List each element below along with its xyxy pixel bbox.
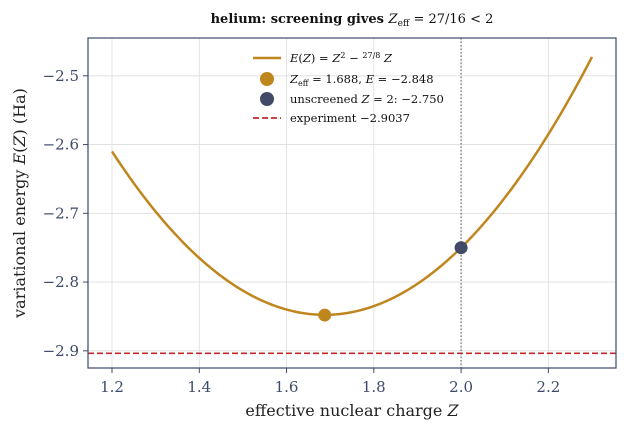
plot-frame [87,37,617,369]
legend-curve-label: E(Z) = Z2 − 27/8 Z [289,51,393,65]
x-tick-label: 2.0 [449,378,473,396]
y-tick-label: −2.7 [43,204,79,222]
grid [88,38,616,368]
unscreened-point [454,241,468,255]
y-tick-label: −2.8 [43,273,79,291]
legend-unscreened-label: unscreened Z = 2: −2.750 [290,92,444,106]
points-layer [318,241,468,322]
legend-unscreened-swatch [260,92,274,106]
legend: E(Z) = Z2 − 27/8 Z Zeff = 1.688, E = −2.… [253,51,444,125]
x-tick-label: 1.8 [362,378,386,396]
y-tick-label: −2.5 [43,67,79,85]
x-tick-label: 1.2 [100,378,124,396]
y-ticks: −2.5 −2.6 −2.7 −2.8 −2.9 [43,67,88,360]
reference-lines [88,38,616,368]
y-axis-label: variational energy E(Z) (Ha) [10,88,29,319]
curve-layer [110,56,594,317]
x-axis-label: effective nuclear charge Z [245,401,459,420]
legend-minimum-swatch [260,72,274,86]
energy-curve [110,56,594,317]
x-ticks: 1.2 1.4 1.6 1.8 2.0 2.2 [100,368,560,396]
x-tick-label: 1.4 [187,378,211,396]
chart-title: helium: screening gives Zeff = 27/16 < 2 [211,12,494,29]
y-tick-label: −2.6 [43,136,79,154]
legend-minimum-label: Zeff = 1.688, E = −2.848 [289,72,434,88]
legend-experiment-label: experiment −2.9037 [290,111,410,125]
x-tick-label: 2.2 [536,378,560,396]
x-tick-label: 1.6 [275,378,299,396]
y-tick-label: −2.9 [43,342,79,360]
minimum-point [318,308,332,322]
